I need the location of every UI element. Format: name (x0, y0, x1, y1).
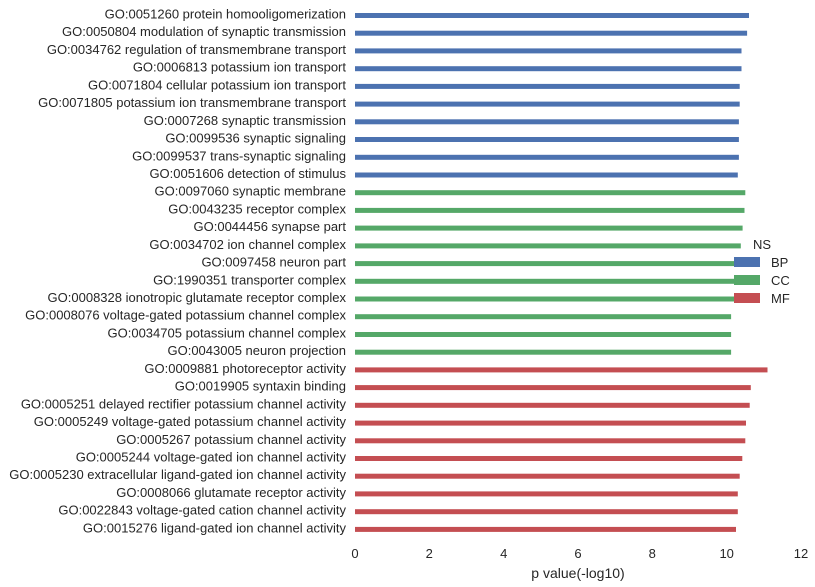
bar-mf (355, 509, 738, 515)
category-label: GO:0097458 neuron part (201, 255, 346, 270)
category-label: GO:0006813 potassium ion transport (133, 60, 347, 75)
bar-cc (355, 314, 732, 320)
category-label: GO:0043005 neuron projection (167, 343, 346, 358)
category-label: GO:0099536 synaptic signaling (165, 131, 346, 146)
bar-cc (355, 296, 738, 302)
category-label: GO:0050804 modulation of synaptic transm… (62, 24, 346, 39)
bar-mf (355, 438, 746, 444)
bar-cc (355, 190, 746, 196)
category-label: GO:0044456 synapse part (194, 219, 347, 234)
category-labels: GO:0051260 protein homooligomerization GO… (9, 7, 346, 536)
legend-label-mf: MF (771, 291, 790, 306)
legend-swatch-cc (734, 275, 760, 285)
legend-label-bp: BP (771, 255, 788, 270)
category-label: GO:0034705 potassium channel complex (108, 326, 347, 341)
category-label: GO:0034762 regulation of transmembrane t… (47, 42, 347, 57)
bar-bp (355, 172, 738, 178)
x-axis-label: p value(-log10) (531, 565, 624, 581)
category-label: GO:0071805 potassium ion transmembrane t… (38, 95, 346, 110)
category-label: GO:0005230 extracellular ligand-gated io… (9, 467, 346, 482)
category-label: GO:0008328 ionotropic glutamate receptor… (48, 290, 347, 305)
legend-label-cc: CC (771, 273, 790, 288)
category-label: GO:0097060 synaptic membrane (155, 184, 347, 199)
x-tick-label: 6 (574, 546, 581, 561)
bars-layer (355, 13, 768, 532)
x-tick-label: 10 (719, 546, 733, 561)
category-label: GO:0007268 synaptic transmission (144, 113, 346, 128)
bar-mf (355, 456, 743, 461)
category-label: GO:0051606 detection of stimulus (149, 166, 346, 181)
category-label: GO:0008076 voltage-gated potassium chann… (25, 308, 346, 323)
bar-bp (355, 83, 740, 89)
bar-bp (355, 154, 739, 160)
bar-mf (355, 473, 740, 479)
category-label: GO:0005244 voltage-gated ion channel act… (76, 450, 347, 465)
bar-cc (355, 349, 732, 355)
legend-swatch-bp (734, 257, 760, 267)
bar-bp (355, 13, 749, 18)
bar-mf (355, 420, 746, 426)
category-label: GO:0005267 potassium channel activity (116, 432, 346, 447)
bar-bp (355, 66, 742, 72)
bar-mf (355, 491, 738, 497)
bar-cc (355, 261, 738, 267)
bar-cc (355, 332, 732, 337)
bar-cc (355, 278, 738, 284)
x-tick-label: 4 (500, 546, 507, 561)
category-label: GO:0034702 ion channel complex (149, 237, 346, 252)
legend-swatch-mf (734, 293, 760, 303)
bar-bp (355, 101, 740, 107)
category-label: GO:0005249 voltage-gated potassium chann… (34, 414, 347, 429)
bar-mf (355, 367, 768, 373)
category-label: GO:0015276 ligand-gated ion channel acti… (83, 520, 347, 535)
category-label: GO:0008066 glutamate receptor activity (116, 485, 346, 500)
x-tick-label: 0 (351, 546, 358, 561)
category-label: GO:0051260 protein homooligomerization (105, 7, 346, 22)
x-tick-label: 2 (426, 546, 433, 561)
x-tick-label: 12 (794, 546, 808, 561)
bar-bp (355, 137, 739, 142)
bar-mf (355, 526, 736, 532)
category-label: GO:1990351 transporter complex (153, 272, 346, 287)
category-label: GO:0043235 receptor complex (168, 201, 346, 216)
legend-title: NS (753, 237, 771, 252)
bar-bp (355, 30, 748, 36)
category-label: GO:0019905 syntaxin binding (175, 379, 346, 394)
bar-mf (355, 402, 750, 408)
category-label: GO:0071804 cellular potassium ion transp… (88, 77, 346, 92)
bar-cc (355, 243, 741, 249)
x-axis-ticks: 0 2 4 6 8 10 12 (351, 546, 808, 561)
bar-cc (355, 207, 745, 213)
bar-mf (355, 385, 751, 391)
bar-cc (355, 225, 743, 231)
category-label: GO:0022843 voltage-gated cation channel … (58, 503, 346, 518)
category-label: GO:0099537 trans-synaptic signaling (132, 148, 346, 163)
category-label: GO:0009881 photoreceptor activity (144, 361, 346, 376)
bar-bp (355, 119, 739, 125)
bar-bp (355, 48, 742, 54)
x-tick-label: 8 (649, 546, 656, 561)
category-label: GO:0005251 delayed rectifier potassium c… (21, 396, 347, 411)
